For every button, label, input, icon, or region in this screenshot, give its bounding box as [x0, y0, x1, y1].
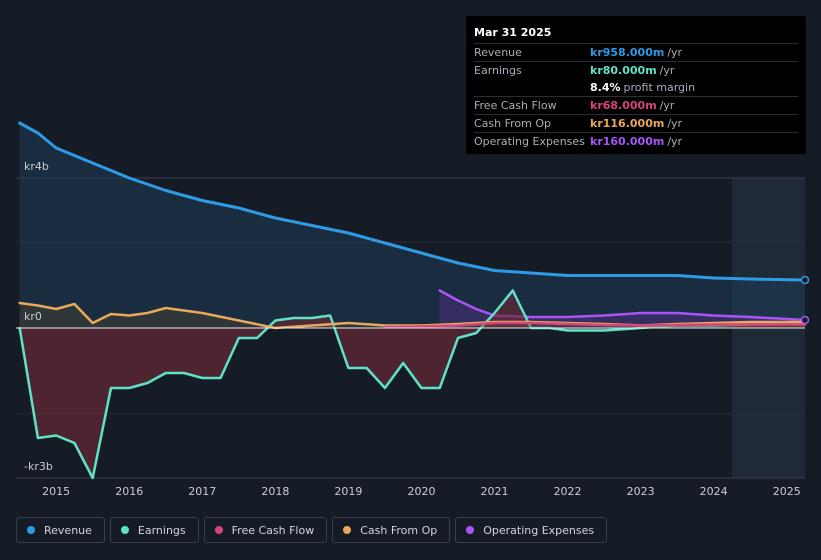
tooltip-value: kr958.000m: [590, 46, 665, 59]
tooltip-label: Cash From Op: [474, 117, 552, 130]
tooltip-value: kr80.000m: [590, 64, 657, 77]
revenue-end-marker: [800, 275, 810, 285]
x-tick-label: 2022: [554, 485, 582, 498]
tooltip-label: Revenue: [474, 46, 522, 59]
legend-item-operating-expenses[interactable]: Operating Expenses: [455, 517, 608, 543]
tooltip-value: kr116.000m: [590, 117, 665, 130]
x-tick-label: 2019: [334, 485, 362, 498]
tooltip-row-earnings: Earnings kr80.000m /yr: [474, 61, 798, 79]
operating-expenses-line: [438, 289, 807, 322]
x-tick-label: 2023: [627, 485, 655, 498]
tooltip-unit: /yr: [667, 135, 683, 148]
tooltip-value: kr160.000m: [590, 135, 665, 148]
tooltip-unit: /yr: [667, 46, 683, 59]
legend-label: Earnings: [137, 523, 186, 537]
series-layer: [18, 121, 807, 480]
legend-label: Free Cash Flow: [231, 523, 315, 537]
tooltip-unit: profit margin: [623, 81, 696, 94]
tooltip-label: Operating Expenses: [474, 135, 585, 148]
end-markers: [800, 275, 810, 325]
x-tick-label: 2021: [481, 485, 509, 498]
x-tick-label: 2024: [700, 485, 728, 498]
tooltip-label: Free Cash Flow: [474, 99, 557, 112]
legend-dot-icon: [120, 526, 129, 534]
tooltip-row-cash-from-op: Cash From Op kr116.000m /yr: [474, 114, 798, 132]
legend-item-free-cash-flow[interactable]: Free Cash Flow: [203, 517, 328, 543]
x-tick-label: 2020: [407, 485, 435, 498]
tooltip-unit: /yr: [659, 64, 675, 77]
free-cash-flow-line: [383, 321, 807, 329]
legend-item-earnings[interactable]: Earnings: [109, 517, 199, 543]
y-axis-label-bottom: -kr3b: [24, 460, 53, 473]
x-axis-ticks: 2015 2016 2017 2018 2019 2020 2021 2022 2023 2024…: [42, 485, 801, 498]
tooltip-row-profit-margin: 8.4% profit margin: [474, 79, 798, 96]
tooltip-value: kr68.000m: [590, 99, 657, 112]
operating-expenses-area: [439, 290, 805, 328]
x-tick-label: 2015: [42, 485, 70, 498]
legend-item-revenue[interactable]: Revenue: [16, 517, 105, 543]
legend-dot-icon: [27, 526, 35, 534]
tooltip-panel: Mar 31 2025 Revenue kr958.000m /yr Earni…: [466, 16, 806, 154]
earnings-line: [18, 289, 807, 480]
y-axis-label-zero: kr0: [24, 310, 42, 323]
revenue-line: [18, 121, 807, 282]
legend-item-cash-from-op[interactable]: Cash From Op: [332, 517, 451, 543]
legend-dot-icon: [343, 526, 352, 534]
legend-dot-icon: [214, 526, 223, 534]
tooltip-row-operating-expenses: Operating Expenses kr160.000m /yr: [474, 132, 798, 150]
tooltip-date: Mar 31 2025: [474, 26, 552, 39]
legend-label: Operating Expenses: [483, 523, 595, 537]
tooltip-row-free-cash-flow: Free Cash Flow kr68.000m /yr: [474, 96, 798, 114]
x-tick-label: 2018: [261, 485, 289, 498]
tooltip-unit: /yr: [667, 117, 683, 130]
legend-label: Cash From Op: [360, 523, 438, 537]
chart-legend: Revenue Earnings Free Cash Flow Cash Fro…: [16, 517, 612, 545]
tooltip-value: 8.4%: [590, 81, 621, 94]
x-tick-label: 2017: [188, 485, 216, 498]
cash-from-op-area: [19, 303, 806, 328]
y-axis-label-top: kr4b: [24, 160, 49, 173]
tooltip-label: Earnings: [474, 64, 522, 77]
tooltip-unit: /yr: [659, 99, 675, 112]
tooltip-row-revenue: Revenue kr958.000m /yr: [474, 43, 798, 61]
legend-dot-icon: [466, 526, 475, 534]
operating-expenses-end-marker: [800, 315, 810, 325]
x-tick-label: 2016: [115, 485, 143, 498]
legend-label: Revenue: [44, 523, 92, 537]
tooltip-label: [474, 79, 590, 96]
earnings-area: [19, 290, 806, 478]
x-tick-label: 2025: [773, 485, 801, 498]
